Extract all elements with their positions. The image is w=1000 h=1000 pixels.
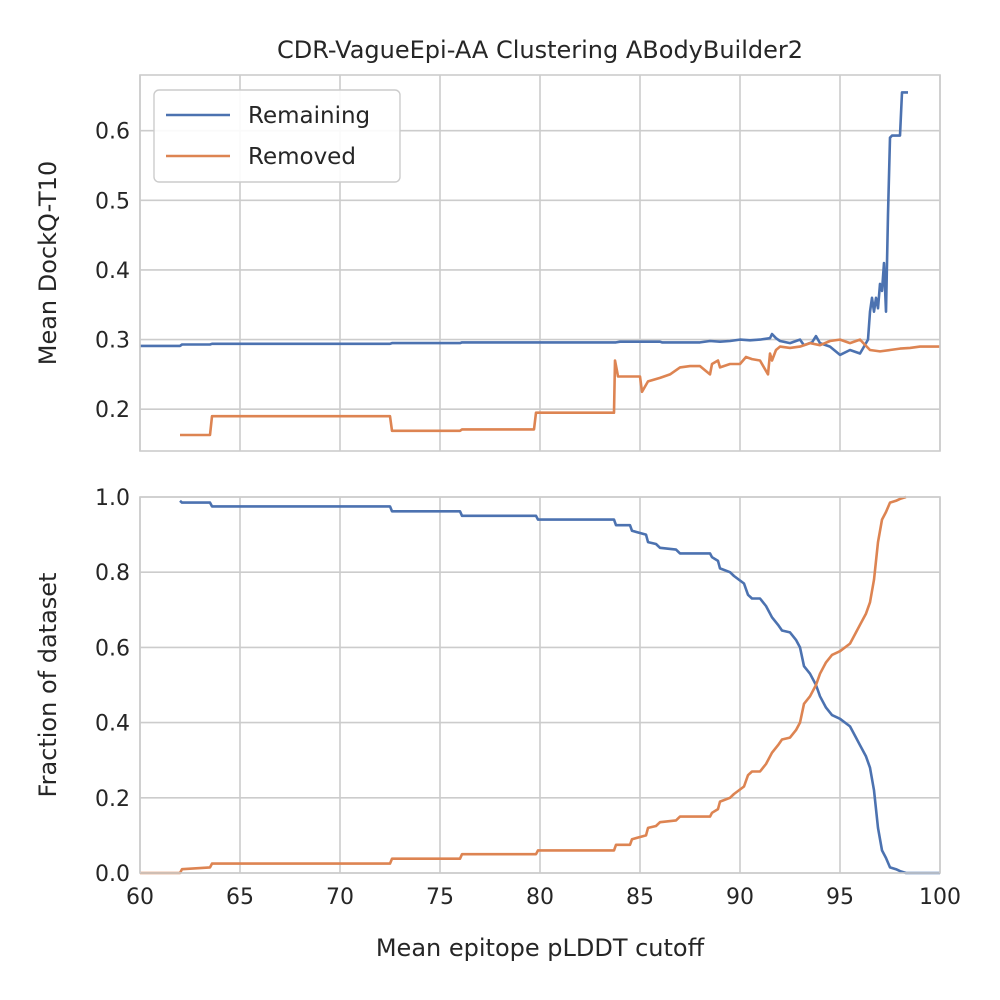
series-line-removed [180, 338, 940, 437]
bottom-panel: 0.0 0.2 0.4 0.6 0.8 1.0 60 65 70 75 80 85 90 95 100 F… [34, 486, 961, 962]
bottom-y-axis-title: Fraction of dataset [34, 573, 62, 798]
y-tick-label: 0.4 [95, 259, 130, 284]
x-tick-label: 70 [326, 885, 354, 910]
x-tick-label: 60 [126, 885, 154, 910]
bottom-series-lines [140, 495, 940, 875]
series-line-remaining [140, 91, 908, 357]
top-series-lines [140, 91, 940, 437]
bottom-plot-frame [139, 496, 941, 874]
top-y-tick-labels: 0.2 0.3 0.4 0.5 0.6 [95, 120, 130, 424]
y-tick-label: 0.2 [95, 787, 130, 812]
top-y-axis-title: Mean DockQ-T10 [34, 161, 62, 366]
chart-title: CDR-VagueEpi-AA Clustering ABodyBuilder2 [277, 36, 803, 64]
x-tick-label: 90 [726, 885, 754, 910]
top-plot-frame [139, 74, 941, 452]
y-tick-label: 0.5 [95, 189, 130, 214]
y-tick-label: 1.0 [95, 486, 130, 511]
x-tick-labels: 60 65 70 75 80 85 90 95 100 [126, 885, 961, 910]
x-tick-label: 95 [826, 885, 854, 910]
legend: Remaining Removed [153, 89, 401, 183]
x-axis-title: Mean epitope pLDDT cutoff [376, 934, 705, 962]
series-line-remaining [179, 499, 940, 875]
x-tick-label: 75 [426, 885, 454, 910]
x-tick-label: 100 [919, 885, 961, 910]
y-tick-label: 0.2 [95, 398, 130, 423]
series-line-removed [140, 495, 907, 875]
y-tick-label: 0.4 [95, 712, 130, 737]
y-tick-label: 0.0 [95, 862, 130, 887]
legend-label-removed: Removed [248, 144, 356, 170]
y-tick-label: 0.6 [95, 636, 130, 661]
legend-box [153, 89, 401, 183]
x-tick-label: 80 [526, 885, 554, 910]
legend-label-remaining: Remaining [248, 103, 370, 129]
y-tick-label: 0.6 [95, 120, 130, 145]
y-tick-label: 0.3 [95, 329, 130, 354]
x-tick-label: 85 [626, 885, 654, 910]
bottom-y-tick-labels: 0.0 0.2 0.4 0.6 0.8 1.0 [95, 486, 130, 887]
x-tick-label: 65 [226, 885, 254, 910]
y-tick-label: 0.8 [95, 561, 130, 586]
top-panel: 0.2 0.3 0.4 0.5 0.6 CDR-VagueEpi-AA Clusteri… [34, 36, 941, 452]
